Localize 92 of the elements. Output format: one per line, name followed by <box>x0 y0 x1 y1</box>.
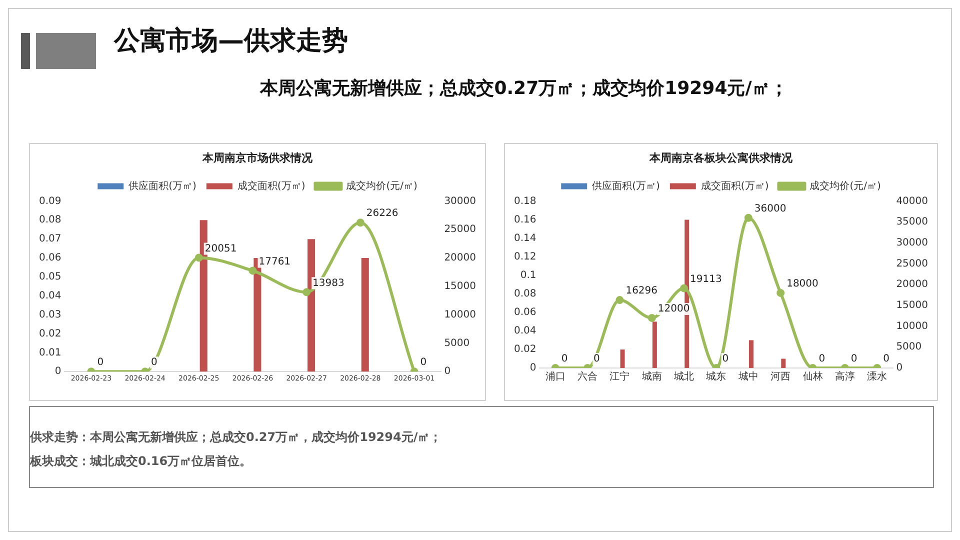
point <box>616 296 624 304</box>
bar <box>620 349 625 368</box>
bar <box>652 322 657 368</box>
bar <box>781 358 786 368</box>
data-label: 0 <box>850 354 858 365</box>
y-tick-label: 0.16 <box>514 214 536 226</box>
y2-tick-label: 25000 <box>444 224 476 236</box>
data-label: 0 <box>883 354 890 365</box>
text: 公寓市场—供求走势 <box>114 25 349 58</box>
point <box>776 288 785 297</box>
text: 供求走势：本周公寓无新增供应；总成交0.27万㎡，成交均价19294元/㎡； <box>30 429 443 446</box>
x-tick-label: 仙林 <box>802 370 823 383</box>
y-tick-label: 0.14 <box>514 232 536 244</box>
data-label: 16296 <box>626 286 658 297</box>
y-tick-label: 0.18 <box>514 196 536 207</box>
legend-label: 供应面积(万㎡) <box>128 180 197 192</box>
y2-tick-label: 20000 <box>896 279 928 290</box>
point <box>194 254 203 262</box>
data-label: 18000 <box>786 278 818 290</box>
x-tick-label: 江宁 <box>610 370 630 383</box>
point <box>680 284 688 292</box>
y2-tick-label: 5000 <box>444 338 470 349</box>
y2-tick-label: 15000 <box>444 280 476 292</box>
y-tick-label: 0.12 <box>514 251 536 262</box>
x-tick-label: 高淳 <box>834 370 855 383</box>
legend-label: 成交均价(元/㎡) <box>346 180 418 192</box>
data-label: 0 <box>818 354 826 365</box>
y-tick-label: 0.05 <box>39 272 62 283</box>
y2-tick-label: 15000 <box>896 300 928 312</box>
legend-label: 成交均价(元/㎡) <box>810 180 881 192</box>
point <box>248 266 257 275</box>
y2-tick-label: 35000 <box>896 216 928 228</box>
legend-label: 供应面积(万㎡) <box>592 180 660 192</box>
data-label: 0 <box>722 354 729 365</box>
y-tick-label: 0.1 <box>520 270 536 281</box>
y-tick-label: 0.09 <box>39 196 62 207</box>
y-tick-label: 0.04 <box>39 290 62 302</box>
y-tick-label: 0.08 <box>39 214 62 226</box>
bar <box>254 258 262 372</box>
legend-label: 成交面积(万㎡) <box>237 180 306 192</box>
y-tick-label: 0.07 <box>39 234 62 245</box>
x-tick-label: 城北 <box>673 370 694 383</box>
data-label: 0 <box>594 354 600 365</box>
y2-tick-label: 25000 <box>896 258 928 270</box>
chart-title: 本周南京市场供求情况 <box>202 151 314 164</box>
x-tick-label: 城中 <box>737 370 758 383</box>
y2-tick-label: 10000 <box>444 309 476 320</box>
text: 本周公寓无新增供应；总成交0.27万㎡；成交均价19294元/㎡； <box>258 77 789 100</box>
point <box>648 314 656 322</box>
data-label: 26226 <box>366 208 398 220</box>
x-tick-label: 浦口 <box>545 370 566 383</box>
y-tick-label: 0.02 <box>514 344 536 356</box>
y2-tick-label: 10000 <box>896 320 928 332</box>
x-tick-label: 溧水 <box>867 370 888 383</box>
data-label: 36000 <box>754 203 786 214</box>
data-label: 0 <box>97 357 104 368</box>
y2-tick-label: 40000 <box>896 196 928 207</box>
y2-tick-label: 0 <box>896 362 903 374</box>
y2-tick-label: 20000 <box>444 252 476 264</box>
bar <box>200 220 208 372</box>
y-tick-label: 0.04 <box>514 326 536 337</box>
y-tick-label: 0 <box>54 366 62 378</box>
data-label: 0 <box>561 354 568 365</box>
x-tick-label: 城东 <box>705 370 726 383</box>
y-tick-label: 0.06 <box>39 252 62 264</box>
y2-tick-label: 30000 <box>896 237 928 248</box>
point <box>356 218 364 227</box>
y-tick-label: 0 <box>530 362 536 374</box>
bar <box>748 340 754 368</box>
y-tick-label: 0.08 <box>514 288 536 300</box>
legend-label: 成交面积(万㎡) <box>700 180 769 192</box>
bar <box>361 258 369 372</box>
y-tick-label: 0.02 <box>39 328 62 340</box>
text: 板块成交：城北成交0.16万㎡位居首位。 <box>30 453 253 470</box>
data-label: 17761 <box>258 256 291 268</box>
y-tick-label: 0.01 <box>39 347 62 358</box>
point <box>302 288 311 296</box>
y-tick-label: 0.03 <box>39 309 62 320</box>
x-tick-label: 城南 <box>640 370 662 383</box>
data-label: 19113 <box>690 274 722 285</box>
x-tick-label: 河西 <box>770 370 791 383</box>
y2-tick-label: 30000 <box>444 196 476 207</box>
data-label: 13983 <box>312 278 344 289</box>
y-tick-label: 0.06 <box>514 306 536 318</box>
data-label: 0 <box>420 357 427 368</box>
data-label: 20051 <box>204 243 237 254</box>
data-label: 12000 <box>658 304 690 315</box>
y2-tick-label: 5000 <box>896 342 922 353</box>
data-label: 0 <box>151 357 158 368</box>
chart-title: 本周南京各板块公寓供求情况 <box>648 151 794 164</box>
y2-tick-label: 0 <box>444 366 451 378</box>
x-tick-label: 六合 <box>578 370 598 383</box>
